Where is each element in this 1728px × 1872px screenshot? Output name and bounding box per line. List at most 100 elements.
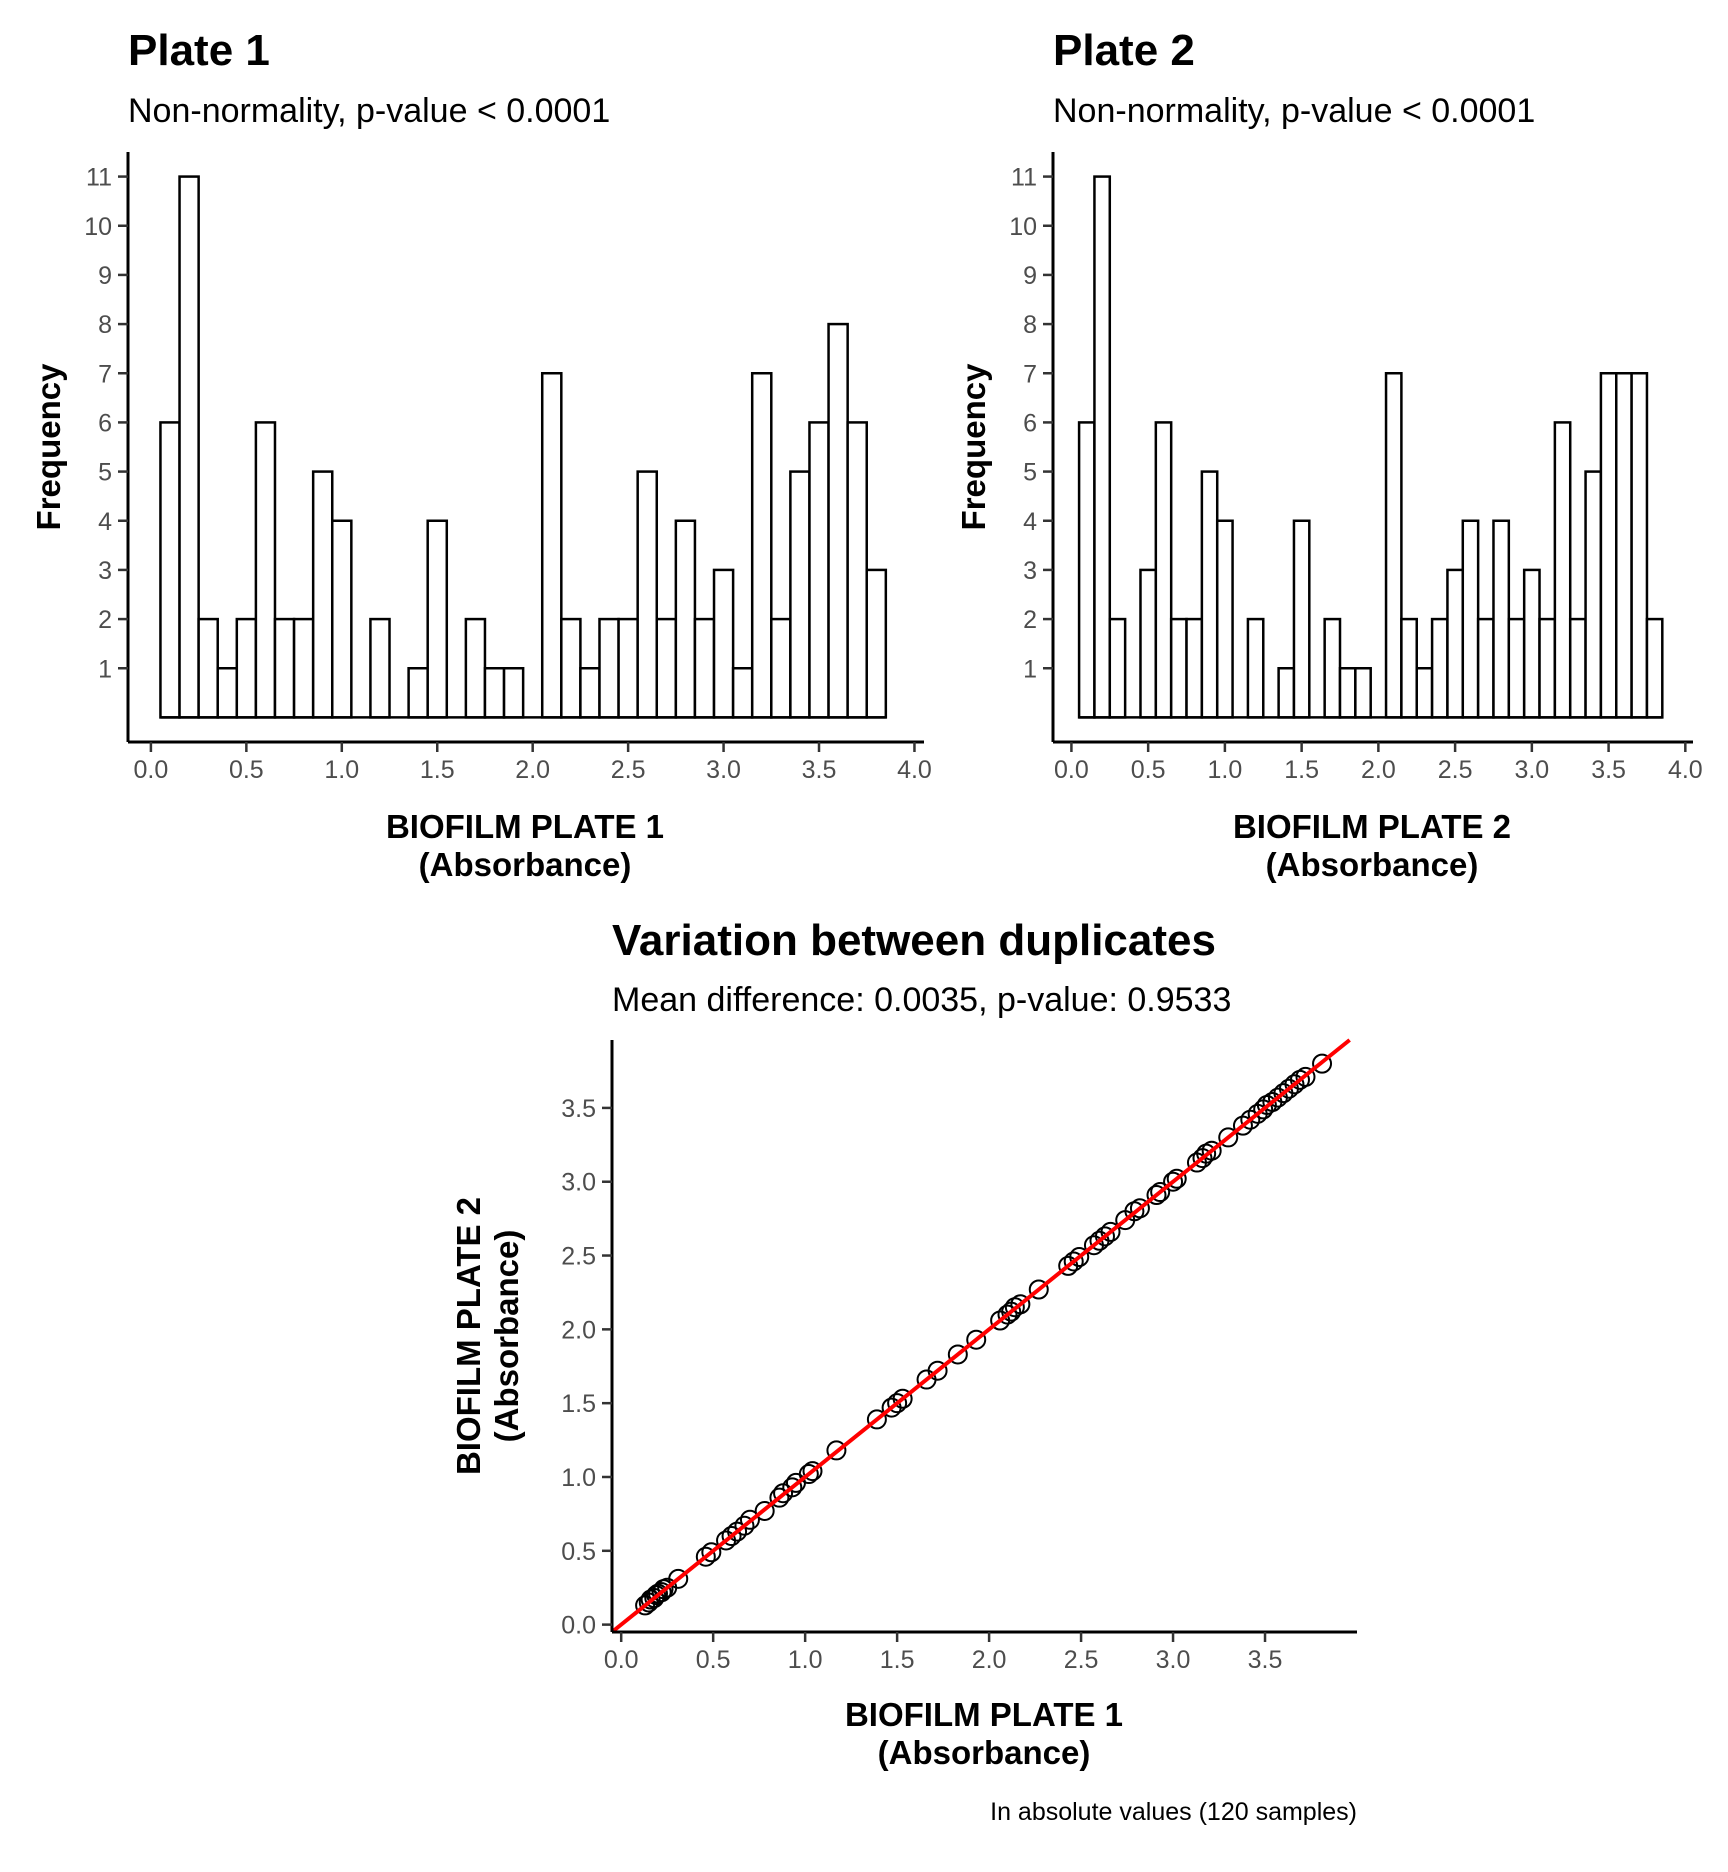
scatter-point (734, 1515, 755, 1536)
plate-1-y-ticks: 1 2 3 4 5 6 7 8 9 10 11 (84, 164, 128, 683)
plate-1-bar (159, 421, 181, 719)
plate-2-y-tick-label: 3 (1023, 557, 1037, 585)
scatter-y-tick-label: 0.0 (561, 1612, 596, 1640)
scatter-point (727, 1521, 748, 1542)
plate-2-bar (1599, 372, 1618, 719)
plate-1-bar (846, 421, 868, 719)
plate-2-bar (1185, 617, 1204, 719)
plate-2-x-axis-title-line-1: BIOFILM PLATE 2 (1233, 808, 1511, 845)
plate-1-bar (674, 519, 697, 719)
scatter-point (1150, 1182, 1171, 1203)
scatter-caption: In absolute values (120 samples) (990, 1798, 1357, 1826)
plate-1-bar (197, 617, 219, 719)
plate-1-x-tick-label: 4.0 (897, 756, 932, 784)
scatter-x-tick-label: 2.5 (1064, 1646, 1099, 1674)
scatter-point (1295, 1066, 1316, 1087)
plate-1-bar (464, 617, 487, 719)
plate-1-bar (369, 617, 391, 719)
plate-2-x-ticks: 0.0 0.5 1.0 1.5 2.0 2.5 3.0 3.5 4.0 (1054, 742, 1703, 784)
plate-2-bar (1093, 175, 1112, 719)
plate-2-bar (1154, 421, 1173, 719)
plate-1-bar (235, 617, 258, 719)
plate-1-x-ticks: 0.0 0.5 1.0 1.5 2.0 2.5 3.0 3.5 4.0 (134, 742, 932, 784)
scatter-point (1069, 1247, 1090, 1268)
plate-2-bars (1077, 175, 1664, 719)
scatter-x-tick-label: 3.0 (1156, 1646, 1191, 1674)
scatter-point (754, 1500, 775, 1521)
plate-2-bar (1476, 617, 1495, 719)
plate-1-y-tick-label: 1 (98, 655, 112, 683)
scatter-point (695, 1546, 716, 1567)
plate-1-bar (731, 667, 754, 719)
plate-1-bar (407, 667, 429, 719)
plate-2-bar (1246, 617, 1265, 719)
histogram-plate-1: Plate 1 Non-normality, p-value < 0.0001 … (30, 26, 932, 883)
scatter-y-tick-label: 1.0 (561, 1464, 596, 1492)
plate-2-bar (1338, 667, 1357, 719)
plate-1-bar (178, 175, 200, 719)
plate-2-y-tick-label: 5 (1023, 459, 1037, 487)
plate-1-bar (273, 617, 296, 719)
plate-1-y-tick-label: 2 (98, 606, 112, 634)
scatter-y-tick-label: 3.0 (561, 1169, 596, 1197)
scatter-point (1129, 1198, 1150, 1219)
plate-1-x-tick-label: 1.0 (324, 756, 359, 784)
plate-1-x-tick-label: 2.5 (611, 756, 646, 784)
plate-2-x-tick-label: 0.0 (1054, 756, 1089, 784)
plate-2-bar (1584, 470, 1603, 719)
plate-2-bar (1077, 421, 1096, 719)
scatter-point (1201, 1140, 1222, 1161)
plate-1-y-axis-title: Frequency (30, 363, 67, 531)
plate-2-bar (1354, 667, 1372, 719)
plate-1-bar (426, 519, 449, 719)
plate-1-y-tick-label: 6 (98, 409, 112, 437)
plate-2-x-tick-label: 4.0 (1668, 756, 1703, 784)
plate-2-bar (1538, 617, 1557, 719)
scatter-y-tick-label: 3.5 (561, 1095, 596, 1123)
plate-2-bar (1615, 372, 1633, 719)
plate-2-x-tick-label: 0.5 (1131, 756, 1166, 784)
plate-1-bar (865, 568, 888, 719)
plate-1-bar (254, 421, 277, 719)
plate-1-bar (540, 372, 563, 719)
plate-1-bar (750, 372, 773, 719)
plate-1-y-tick-label: 11 (86, 164, 112, 192)
plate-1-title: Plate 1 (128, 26, 270, 75)
plate-2-title: Plate 2 (1053, 26, 1195, 75)
scatter-x-ticks: 0.0 0.5 1.0 1.5 2.0 2.5 3.0 3.5 (604, 1632, 1282, 1674)
plate-1-y-tick-label: 7 (98, 360, 112, 388)
scatter-point (1063, 1251, 1084, 1272)
plate-2-bar (1169, 617, 1188, 719)
scatter-point (802, 1461, 823, 1482)
scatter-y-tick-label: 2.0 (561, 1316, 596, 1344)
plate-1-y-tick-label: 8 (98, 311, 112, 339)
plate-2-bar (1292, 519, 1311, 719)
plate-2-bar (1492, 519, 1511, 719)
plate-2-y-tick-label: 9 (1023, 262, 1037, 290)
plate-2-x-axis-title-line-2: (Absorbance) (1266, 846, 1479, 883)
plate-1-bar (579, 667, 601, 719)
plate-2-x-tick-label: 3.0 (1514, 756, 1549, 784)
plate-1-bar (560, 617, 582, 719)
scatter-point (782, 1477, 803, 1498)
plate-2-bar (1507, 617, 1526, 719)
scatter-x-tick-label: 2.0 (972, 1646, 1007, 1674)
scatter-point (1163, 1171, 1184, 1192)
plate-2-y-tick-label: 4 (1023, 508, 1037, 536)
scatter-subtitle: Mean difference: 0.0035, p-value: 0.9533 (612, 981, 1231, 1019)
scatter-point (1010, 1294, 1031, 1315)
plate-1-bar (330, 519, 353, 719)
scatter-y-tick-label: 0.5 (561, 1538, 596, 1566)
plate-1-bar (216, 667, 239, 719)
scatter-x-axis-title-line-2: (Absorbance) (878, 1734, 1091, 1771)
plate-1-x-tick-label: 0.5 (229, 756, 264, 784)
plate-1-bars (159, 175, 888, 719)
plate-1-y-tick-label: 3 (98, 557, 112, 585)
scatter-point (966, 1329, 987, 1350)
scatter-point (739, 1509, 760, 1530)
scatter-point (721, 1526, 742, 1547)
plate-2-y-axis-title: Frequency (955, 363, 992, 531)
plate-2-bar (1446, 568, 1465, 719)
plate-2-y-tick-label: 6 (1023, 409, 1037, 437)
